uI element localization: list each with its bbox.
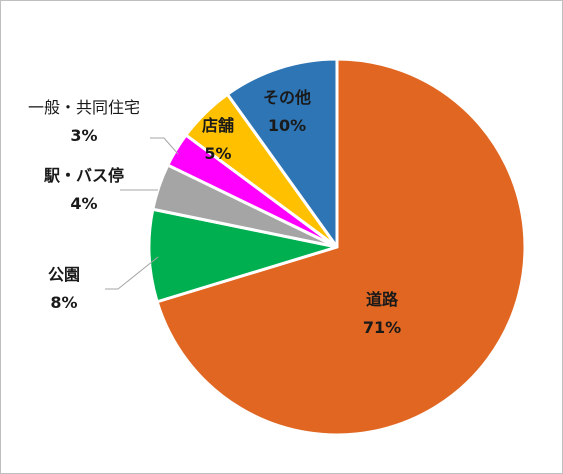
slice-category-label: 公園 [48,265,80,284]
slice-value-label: 8% [50,293,77,312]
pie-slice-2 [147,207,339,304]
slice-value-label: 10% [268,116,306,135]
pie-slice-6 [225,57,339,249]
slice-category-label: 一般・共同住宅 [28,98,140,117]
leader-lines [105,137,179,290]
slice-value-label: 5% [204,144,231,163]
leader-line-4 [150,137,179,155]
slice-value-label: 3% [70,126,97,145]
slice-category-label: 駅・バス停 [43,166,124,185]
slice-labels: 道路 71% 公園 8% 駅・バス停 4% 一般・共同住宅 3% 店舗 5% その他 10% [28,88,401,337]
pie-slices [147,57,527,437]
leader-line-2 [105,256,159,290]
slice-category-label: その他 [263,88,311,107]
pie-slice-1 [155,57,527,437]
slice-category-label: 店舗 [202,116,234,135]
slice-category-label: 道路 [366,290,399,309]
slice-value-label: 4% [70,194,97,213]
slice-value-label: 71% [363,318,401,337]
